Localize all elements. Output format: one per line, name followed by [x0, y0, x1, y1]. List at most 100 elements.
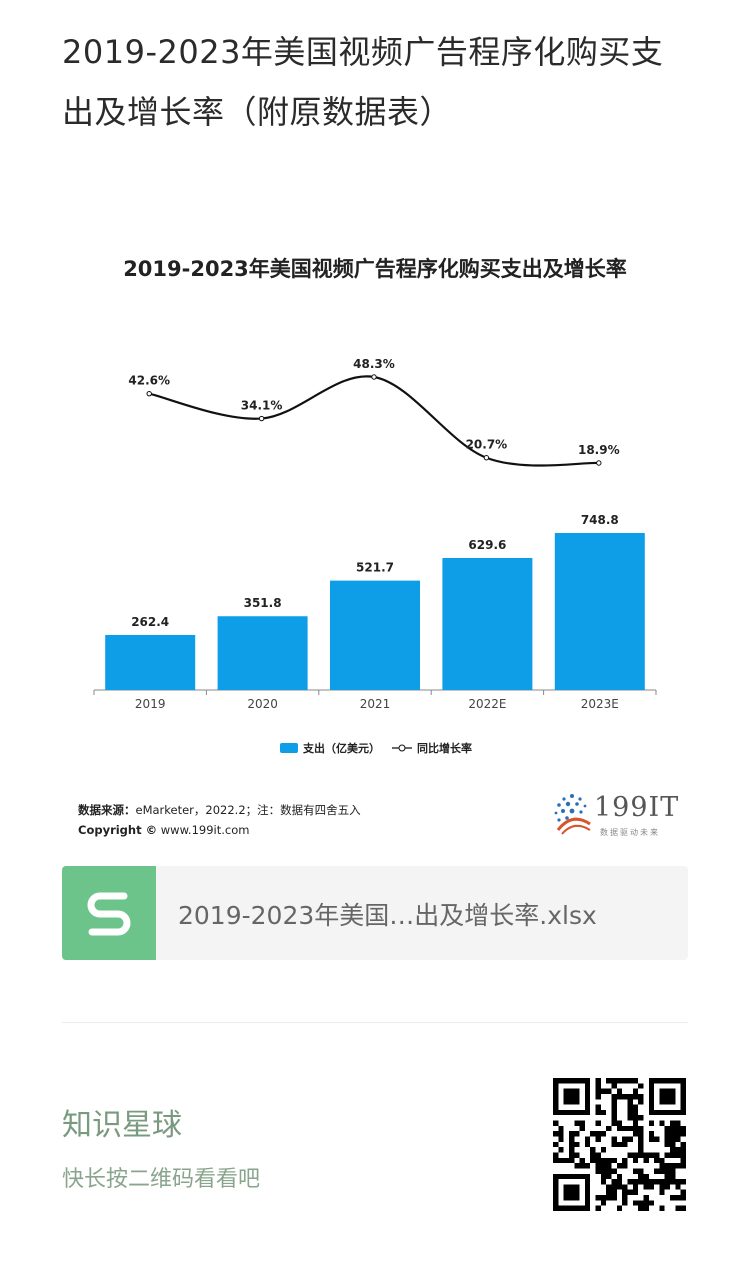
divider: [62, 1022, 688, 1023]
qr-module: [574, 1163, 580, 1169]
qr-module: [563, 1184, 580, 1201]
qr-module: [611, 1141, 617, 1148]
qr-module: [675, 1163, 681, 1169]
qr-module: [654, 1136, 660, 1142]
qr-module: [638, 1205, 644, 1211]
qr-module: [643, 1152, 649, 1158]
qr-module: [600, 1131, 607, 1137]
growth-rate-label: 48.3%: [353, 357, 395, 371]
qr-module: [568, 1152, 575, 1158]
qr-module: [680, 1141, 686, 1148]
qr-module: [638, 1099, 644, 1105]
growth-rate-point: [483, 455, 490, 461]
qr-module: [675, 1195, 681, 1201]
attachment-file-card[interactable]: 2019-2023年美国…出及增长率.xlsx: [62, 866, 688, 960]
bar: [105, 634, 196, 690]
qr-module: [638, 1115, 644, 1121]
qr-module: [606, 1195, 612, 1201]
qr-module: [643, 1184, 649, 1190]
qr-module: [606, 1189, 612, 1196]
qr-module: [600, 1173, 607, 1180]
qr-module: [595, 1168, 601, 1174]
qr-module: [584, 1141, 591, 1148]
logo-subtitle: 数据驱动未来: [600, 828, 660, 837]
qr-module: [643, 1200, 649, 1206]
qr-module: [611, 1109, 617, 1116]
bar-value-label: 351.8: [244, 596, 282, 610]
qr-module: [638, 1179, 644, 1185]
qr-module: [611, 1120, 617, 1126]
qr-module: [675, 1131, 681, 1137]
qr-module: [680, 1157, 686, 1164]
qr-module: [622, 1189, 628, 1196]
qr-module: [611, 1104, 617, 1110]
qr-module: [638, 1173, 644, 1180]
qr-module: [643, 1195, 649, 1201]
qr-module: [595, 1152, 601, 1158]
qr-module: [675, 1136, 681, 1142]
qr-module: [595, 1163, 601, 1169]
qr-module: [632, 1125, 639, 1132]
bar-value-label: 521.7: [356, 561, 394, 575]
qr-module: [600, 1157, 607, 1164]
qr-module: [622, 1157, 628, 1164]
qr-module: [622, 1078, 628, 1084]
qr-module: [568, 1131, 575, 1137]
qr-module: [670, 1179, 676, 1185]
bar-value-label: 748.8: [581, 513, 619, 527]
growth-rate-label: 34.1%: [241, 399, 283, 413]
qr-module: [574, 1120, 580, 1126]
qr-module: [643, 1205, 649, 1211]
qr-module: [616, 1184, 623, 1190]
chart-image: 2019-2023年美国视频广告程序化购买支出及增长率 262.4 2019 351…: [62, 235, 688, 845]
qr-module: [606, 1088, 612, 1094]
qr-module: [627, 1099, 633, 1105]
qr-module: [680, 1189, 686, 1196]
qr-module: [611, 1179, 617, 1185]
qr-module: [654, 1157, 660, 1164]
qr-module: [638, 1152, 644, 1158]
qr-module: [627, 1125, 633, 1132]
legend-line-marker: [398, 744, 406, 752]
qr-module: [670, 1125, 676, 1132]
growth-rate-line: [148, 375, 599, 467]
qr-module: [643, 1179, 649, 1185]
bar-value-label: 262.4: [131, 615, 169, 629]
legend-bar-label: 支出（亿美元）: [302, 741, 380, 755]
qr-module: [622, 1200, 628, 1206]
qr-code-icon[interactable]: [553, 1078, 686, 1211]
qr-module: [664, 1131, 671, 1137]
qr-module: [574, 1131, 580, 1137]
qr-module: [632, 1115, 639, 1121]
qr-module: [680, 1205, 686, 1211]
qr-module: [675, 1179, 681, 1185]
qr-module: [627, 1115, 633, 1121]
qr-module: [600, 1200, 607, 1206]
qr-module: [595, 1195, 601, 1201]
qr-module: [659, 1088, 676, 1105]
qr-module: [611, 1093, 617, 1100]
logo-text: 199IT: [594, 792, 680, 823]
qr-module: [648, 1131, 655, 1137]
qr-module: [659, 1157, 665, 1164]
qr-module: [622, 1093, 628, 1100]
attachment-file-name: 2019-2023年美国…出及增长率.xlsx: [178, 901, 597, 930]
qr-module: [627, 1093, 633, 1100]
qr-module: [553, 1131, 559, 1137]
combo-chart: 262.4 2019 351.8 2020 521.7 2021 629.6 2022E 748…: [93, 357, 657, 755]
qr-module: [670, 1147, 676, 1153]
qr-module: [606, 1184, 612, 1190]
qr-module: [632, 1120, 639, 1126]
qr-module: [638, 1136, 644, 1142]
qr-module: [611, 1115, 617, 1121]
qr-module: [632, 1189, 639, 1196]
qr-module: [680, 1147, 686, 1153]
bar-value-label: 629.6: [468, 538, 506, 552]
qr-module: [659, 1184, 665, 1190]
bar: [330, 580, 420, 690]
qr-module: [632, 1093, 639, 1100]
qr-module: [632, 1078, 639, 1084]
qr-module: [600, 1168, 607, 1174]
qr-module: [558, 1147, 564, 1153]
qr-module: [632, 1104, 639, 1110]
